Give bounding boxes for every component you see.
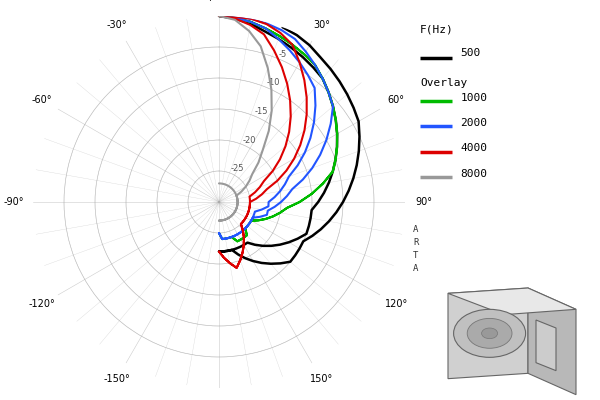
Text: 500: 500 [461, 48, 481, 58]
Polygon shape [448, 288, 576, 315]
Text: Overlay: Overlay [420, 78, 467, 88]
Text: 4000: 4000 [461, 143, 487, 153]
Circle shape [454, 309, 526, 357]
Text: R: R [413, 238, 418, 247]
Polygon shape [528, 288, 576, 395]
Text: 1000: 1000 [461, 93, 487, 103]
Text: T: T [413, 251, 418, 260]
Circle shape [482, 328, 497, 339]
Polygon shape [448, 288, 528, 379]
Text: F(Hz): F(Hz) [420, 24, 454, 34]
Text: A: A [413, 226, 418, 234]
Text: A: A [413, 264, 418, 273]
Text: 2000: 2000 [461, 118, 487, 128]
Polygon shape [536, 320, 556, 371]
Circle shape [467, 318, 512, 348]
Text: 8000: 8000 [461, 168, 487, 178]
